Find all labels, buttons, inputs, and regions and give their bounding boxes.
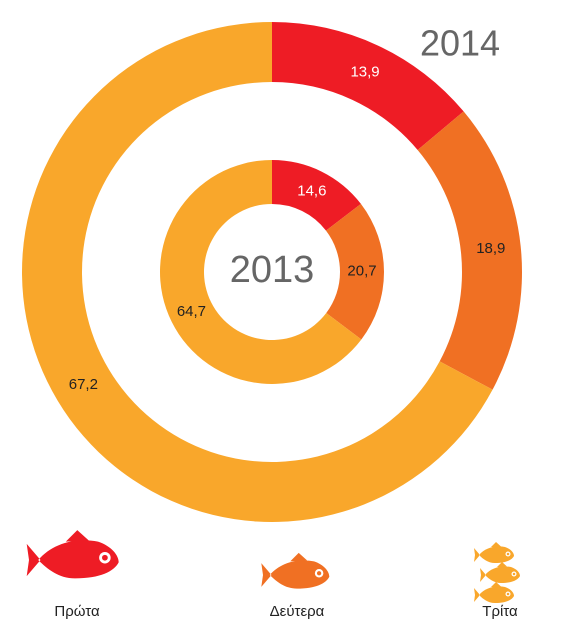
legend-item: Τρίτα <box>474 542 520 620</box>
fish-body <box>474 542 514 563</box>
legend-label: Τρίτα <box>482 603 518 620</box>
value-label: 14,6 <box>297 182 326 199</box>
fish-body <box>26 530 119 579</box>
fish-icon <box>474 542 514 563</box>
value-label: 18,9 <box>476 240 505 257</box>
inner-ring-title: 2013 <box>230 249 315 291</box>
fish-body <box>261 552 330 589</box>
donut-segment <box>325 203 384 340</box>
fish-icon <box>480 562 520 583</box>
fish-body <box>480 562 520 583</box>
fish-pupil <box>102 554 108 561</box>
fish-icon <box>474 582 514 603</box>
legend-label: Δεύτερα <box>270 603 325 620</box>
legend-item: Πρώτα <box>26 530 119 620</box>
donut-segment <box>272 22 464 150</box>
fish-pupil <box>316 571 322 576</box>
legend-item: Δεύτερα <box>261 552 330 620</box>
fish-body <box>474 582 514 603</box>
donut-segment <box>272 160 361 231</box>
fish-pupil <box>506 592 510 596</box>
fish-icon <box>261 552 330 589</box>
donut-segment <box>417 111 522 390</box>
donut-segment <box>159 160 362 384</box>
legend-label: Πρώτα <box>54 603 100 620</box>
fish-icon <box>26 530 119 579</box>
value-label: 20,7 <box>347 263 376 280</box>
outer-ring-title: 2014 <box>420 23 500 64</box>
fish-pupil <box>506 552 510 556</box>
fish-pupil <box>512 572 516 576</box>
value-label: 64,7 <box>177 303 206 320</box>
value-label: 67,2 <box>69 376 98 393</box>
value-label: 13,9 <box>350 64 379 81</box>
